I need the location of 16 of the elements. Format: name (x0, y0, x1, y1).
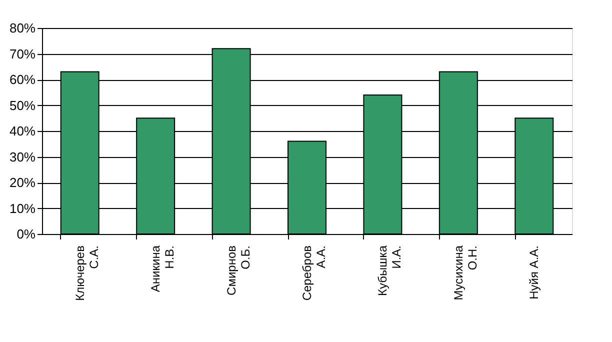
y-tick-label: 40% (9, 124, 36, 138)
y-tick-label: 0% (16, 226, 36, 242)
x-tick-label: Смирнов О.Б. (224, 246, 252, 296)
y-tick-label: 70% (9, 46, 36, 62)
x-tick-label: Мусихина О.Н. (451, 245, 480, 300)
x-tick-label: Аникина Н.В. (148, 245, 177, 292)
y-tick-label: 60% (9, 72, 36, 87)
x-tick-label: Ключерев С.А. (72, 246, 101, 301)
y-tick-label: 20% (9, 175, 36, 190)
x-tick-label: Нуйя А.А. (527, 246, 542, 300)
x-tick-label: Кубышка И.А. (376, 245, 404, 296)
y-tick-label: 80% (9, 20, 36, 36)
y-tick-label: 50% (9, 98, 36, 113)
y-tick-label: 30% (9, 149, 36, 164)
x-tick-label: Серебров А.А. (300, 246, 328, 301)
y-tick-label: 10% (9, 200, 36, 216)
